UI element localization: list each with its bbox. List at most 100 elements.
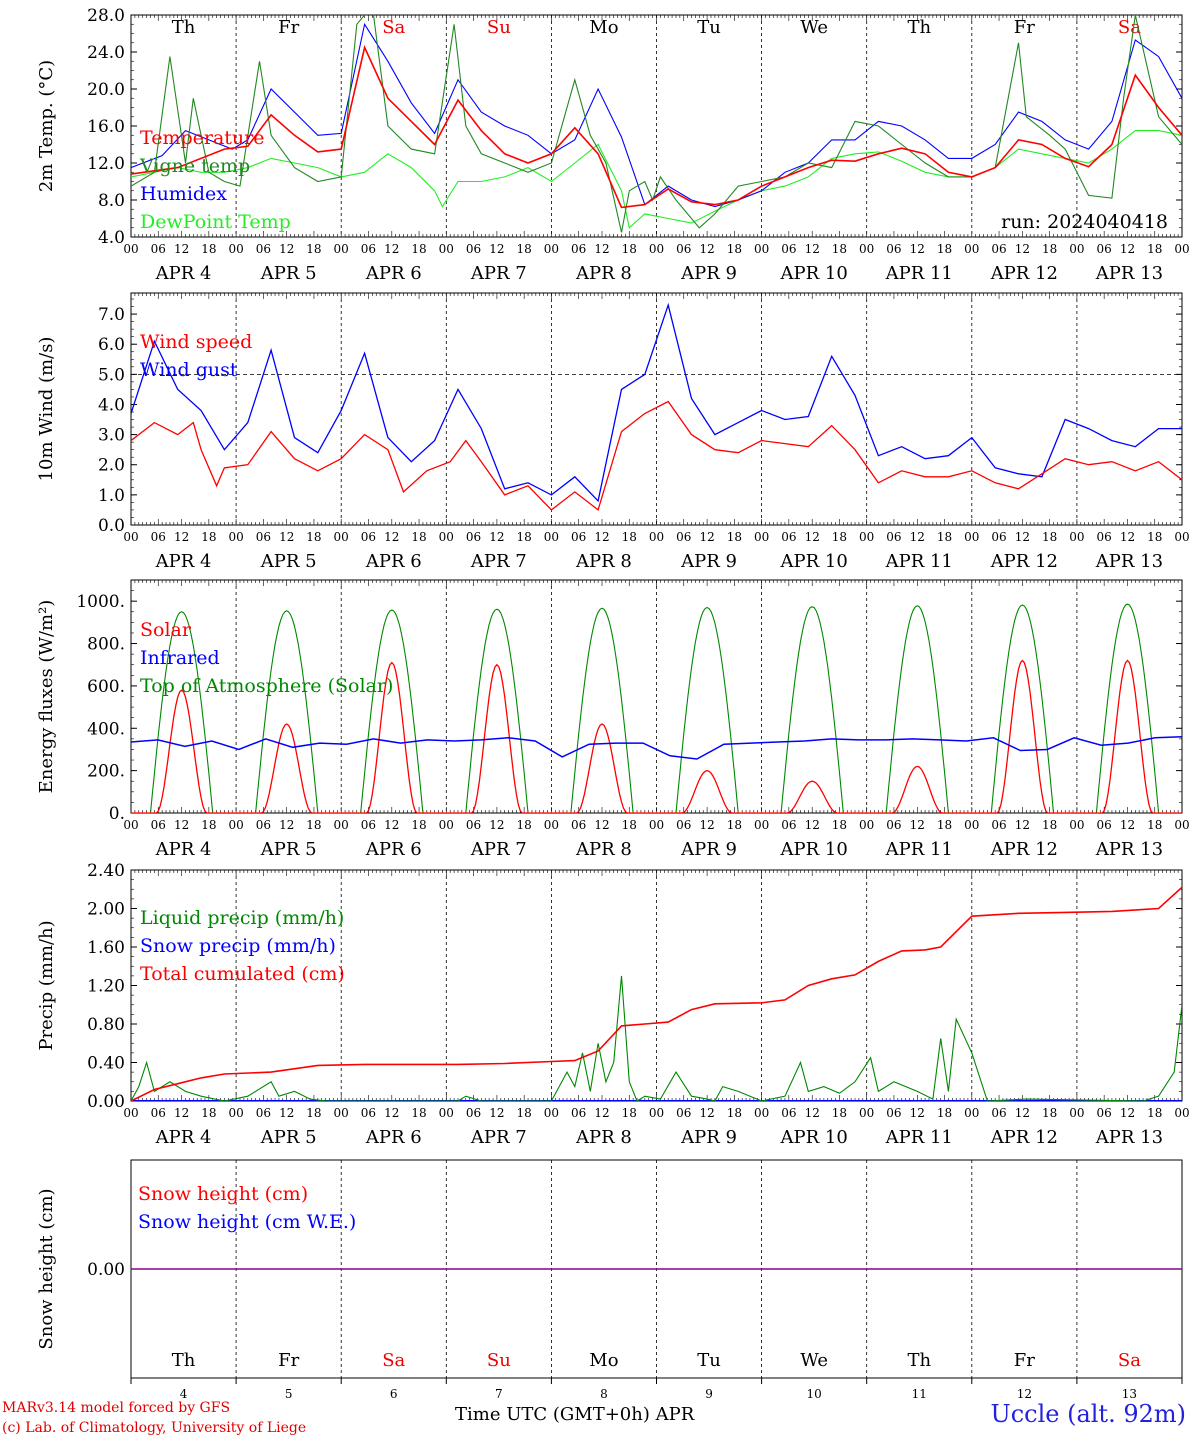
hour-tick-label: 18 [727,1106,742,1120]
hour-tick-label: 06 [256,242,271,256]
day-number: 9 [705,1387,713,1401]
hour-tick-label: 06 [361,242,376,256]
hour-tick-label: 06 [991,530,1006,544]
hour-tick-label: 00 [228,530,243,544]
y-axis-label: Energy fluxes (W/m²) [36,600,57,794]
hour-tick-label: 00 [123,818,138,832]
hour-tick-label: 12 [384,1106,399,1120]
hour-tick-label: 00 [123,1106,138,1120]
hour-tick-label: 00 [123,530,138,544]
hour-tick-label: 00 [754,530,769,544]
hour-tick-label: 18 [306,1106,321,1120]
date-label: APR 4 [155,839,212,860]
date-label: APR 5 [260,263,317,284]
day-name-bottom: Su [487,1350,511,1371]
date-label: APR 10 [780,551,848,572]
hour-tick-label: 18 [201,818,216,832]
hour-tick-label: 06 [571,530,586,544]
day-name-top: Fr [1014,17,1035,38]
hour-tick-label: 12 [910,242,925,256]
day-name-bottom: Sa [1118,1350,1141,1371]
day-number: 7 [495,1387,503,1401]
series-line-vigne-temp [131,15,1182,233]
hour-tick-label: 18 [306,530,321,544]
hour-tick-label: 00 [649,242,664,256]
hour-tick-label: 00 [1174,242,1189,256]
hour-tick-label: 18 [727,530,742,544]
y-tick-label: 0.0 [98,516,125,536]
hour-tick-label: 00 [439,530,454,544]
hour-tick-label: 06 [886,530,901,544]
series-line-dewpoint-temp [131,130,1182,229]
y-tick-label: 2.0 [98,456,125,476]
hour-tick-label: 12 [699,818,714,832]
date-label: APR 9 [680,263,737,284]
hour-tick-label: 06 [991,1106,1006,1120]
run-annotation: run: 2024040418 [1001,211,1168,233]
hour-tick-label: 00 [1069,242,1084,256]
hour-tick-label: 00 [649,818,664,832]
hour-tick-label: 00 [754,242,769,256]
hour-tick-label: 12 [489,818,504,832]
hour-tick-label: 00 [334,530,349,544]
y-axis-label: Precip (mm/h) [36,920,57,1050]
hour-tick-label: 12 [384,818,399,832]
series-line-total-cumulated [131,886,1182,1101]
hour-tick-label: 00 [859,818,874,832]
y-tick-label: 12.0 [87,154,125,174]
precip-legend-entry: Total cumulated (cm) [140,963,345,985]
hour-tick-label: 00 [1069,1106,1084,1120]
date-label: APR 7 [470,839,527,860]
y-tick-label: 600. [87,677,125,697]
date-label: APR 11 [885,1127,953,1148]
hour-tick-label: 18 [306,242,321,256]
date-label: APR 11 [885,839,953,860]
hour-tick-label: 18 [727,818,742,832]
hour-tick-label: 00 [544,530,559,544]
series-line-temperature [131,44,1182,209]
date-label: APR 8 [575,1127,632,1148]
day-name-bottom: Th [172,1350,196,1371]
date-label: APR 9 [680,551,737,572]
hour-tick-label: 00 [754,818,769,832]
y-tick-label: 200. [87,762,125,782]
hour-tick-label: 18 [832,242,847,256]
hour-tick-label: 00 [439,818,454,832]
day-name-bottom: Sa [382,1350,405,1371]
hour-tick-label: 18 [517,242,532,256]
y-tick-label: 20.0 [87,80,125,100]
hour-tick-label: 06 [466,530,481,544]
wind-legend-entry: Wind speed [140,331,252,353]
hour-tick-label: 06 [676,242,691,256]
hour-tick-label: 18 [201,242,216,256]
hour-tick-label: 00 [544,818,559,832]
hour-tick-label: 06 [256,530,271,544]
hour-tick-label: 18 [622,530,637,544]
day-number: 12 [1017,1387,1032,1401]
date-label: APR 8 [575,551,632,572]
y-axis-label: 2m Temp. (°C) [36,60,57,192]
day-number: 10 [807,1387,822,1401]
day-name-top: Sa [1118,17,1141,38]
energy-legend-entry: Top of Atmosphere (Solar) [140,675,393,697]
hour-tick-label: 12 [384,242,399,256]
hour-tick-label: 12 [910,1106,925,1120]
y-tick-label: 7.0 [98,305,125,325]
date-label: APR 12 [990,263,1058,284]
hour-tick-label: 06 [571,242,586,256]
energy-legend-entry: Solar [140,619,192,641]
series-line-solar [131,659,1182,813]
series-line-humidex [131,22,1182,208]
temp-legend-entry: Temperature [140,127,264,149]
hour-tick-label: 18 [1147,818,1162,832]
date-label: APR 11 [885,551,953,572]
y-tick-label: 5.0 [98,365,125,385]
hour-tick-label: 12 [805,242,820,256]
hour-tick-label: 00 [1069,530,1084,544]
hour-tick-label: 12 [1015,818,1030,832]
day-name-top: Th [172,17,196,38]
y-tick-label: 1.20 [87,977,125,997]
day-name-bottom: Th [907,1350,931,1371]
date-label: APR 13 [1095,551,1163,572]
